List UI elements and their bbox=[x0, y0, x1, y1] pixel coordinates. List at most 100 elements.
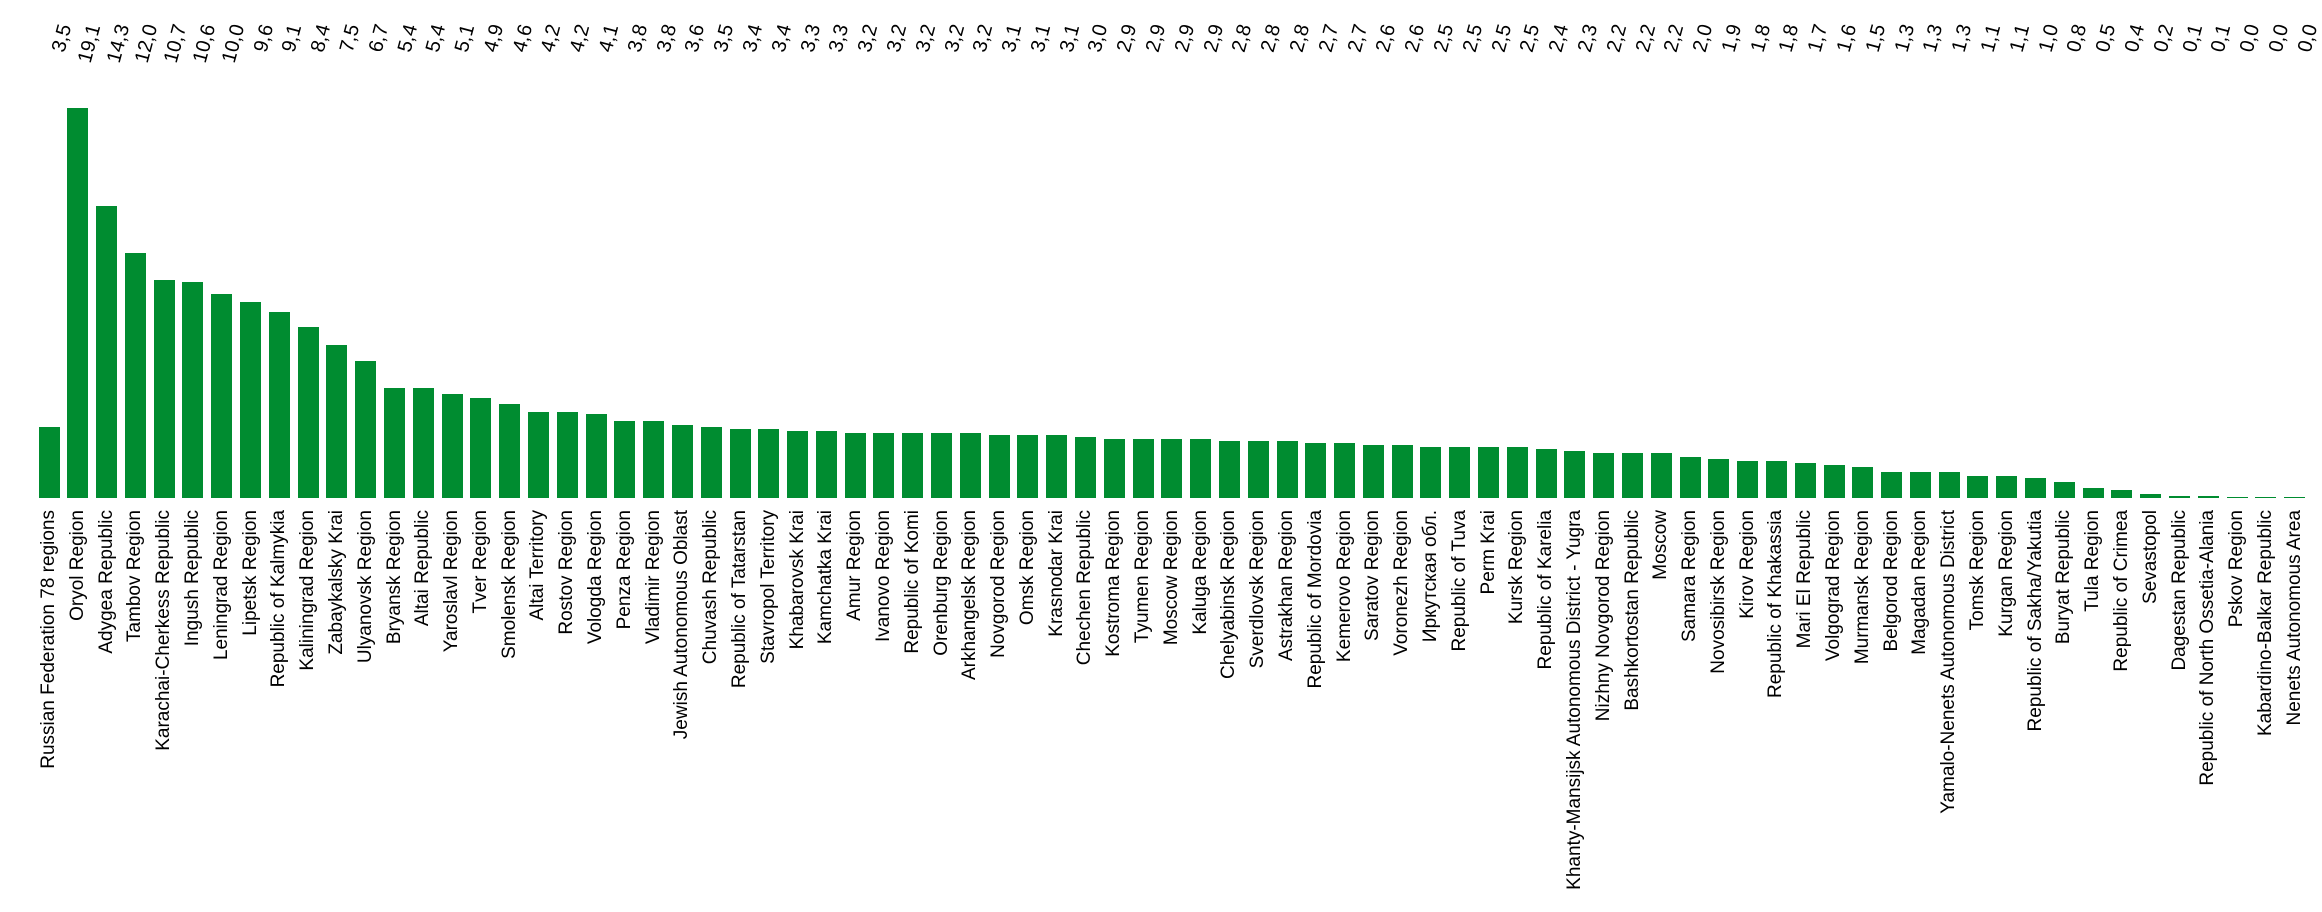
bar bbox=[1967, 475, 1989, 498]
x-axis-category-label: Republic of Mordovia bbox=[1304, 510, 1326, 689]
bar bbox=[758, 428, 780, 498]
x-axis-category-label: Magadan Region bbox=[1909, 510, 1931, 655]
x-axis-category-label: Bashkortostan Republic bbox=[1621, 510, 1643, 711]
bar bbox=[873, 432, 895, 498]
x-axis-category-label: Khabarovsk Krai bbox=[786, 510, 808, 650]
bar bbox=[2111, 489, 2133, 498]
x-axis-category-label: Leningrad Region bbox=[210, 510, 232, 661]
x-axis-category-label: Kursk Region bbox=[1506, 510, 1528, 625]
bar bbox=[1046, 434, 1068, 498]
x-axis-category-label: Ulyanovsk Region bbox=[354, 510, 376, 664]
bar bbox=[671, 424, 693, 498]
x-axis-category-label: Nenets Autonomous Area bbox=[2283, 510, 2305, 726]
x-axis-category-label: Republic of Khakassia bbox=[1765, 510, 1787, 698]
bar bbox=[182, 281, 204, 498]
x-axis-category-label: Astrakhan Region bbox=[1276, 510, 1297, 662]
bar bbox=[1909, 471, 1931, 498]
bar bbox=[1218, 440, 1240, 498]
bar bbox=[2082, 487, 2104, 498]
bar bbox=[384, 387, 405, 498]
bar bbox=[2025, 477, 2046, 498]
x-axis-category-label: Kaluga Region bbox=[1189, 510, 1211, 635]
bar bbox=[1708, 459, 1730, 498]
bar bbox=[67, 108, 89, 498]
x-axis-category-label: Penza Region bbox=[613, 510, 635, 630]
bar bbox=[1765, 461, 1787, 498]
x-axis-category-label: Belgorod Region bbox=[1880, 510, 1902, 652]
x-axis-category-label: Kabardino-Balkar Republic bbox=[2254, 510, 2276, 737]
bar bbox=[2053, 481, 2075, 498]
x-axis-category-label: Karachai-Cherkess Republic bbox=[153, 510, 175, 751]
bar bbox=[268, 312, 290, 498]
bar bbox=[1938, 471, 1960, 498]
bar bbox=[585, 414, 607, 498]
bar bbox=[2226, 496, 2248, 498]
x-axis-category-label: Khanty-Mansijsk Autonomous District - Yu… bbox=[1563, 510, 1585, 890]
x-axis-category-label: Ivanovo Region bbox=[872, 510, 894, 643]
bar bbox=[556, 412, 578, 498]
x-axis-category-label: Zabaykalsky Krai bbox=[325, 510, 347, 655]
bar bbox=[700, 426, 722, 498]
bar bbox=[1852, 467, 1874, 498]
x-axis-category-label: Volgograd Region bbox=[1823, 510, 1844, 662]
bar bbox=[1679, 457, 1701, 498]
bar bbox=[1190, 438, 1212, 498]
bar bbox=[1535, 449, 1557, 498]
bar bbox=[844, 432, 866, 498]
x-axis-category-label: Smolensk Region bbox=[498, 510, 520, 659]
x-axis-category-label: Mari El Republic bbox=[1794, 510, 1816, 649]
bar bbox=[2169, 496, 2190, 498]
x-axis-category-label: Kurgan Region bbox=[1995, 510, 2017, 637]
bar bbox=[614, 420, 636, 498]
x-axis-category-label: Chuvash Republic bbox=[700, 510, 722, 665]
x-axis-category-label: Republic of Tatarstan bbox=[729, 510, 750, 689]
bar bbox=[211, 294, 233, 498]
x-axis-category-label: Republic of Karelia bbox=[1535, 510, 1557, 670]
bar bbox=[326, 345, 348, 498]
bar bbox=[2255, 496, 2277, 498]
bar bbox=[1161, 438, 1183, 498]
bar bbox=[2284, 496, 2306, 498]
bar bbox=[1478, 447, 1499, 498]
bar bbox=[1420, 447, 1442, 498]
bar bbox=[96, 206, 118, 498]
bar bbox=[38, 426, 60, 498]
x-axis-category-label: Republic of Sakha/Yakutia bbox=[2024, 510, 2046, 732]
x-axis-category-label: Ingush Republic bbox=[181, 510, 203, 647]
bar bbox=[1132, 438, 1154, 498]
bar bbox=[902, 432, 924, 498]
bar bbox=[959, 432, 981, 498]
bar bbox=[1074, 436, 1096, 498]
x-axis-category-label: Rostov Region bbox=[556, 510, 578, 635]
x-axis-category-label: Russian Federation 78 regions bbox=[38, 510, 59, 769]
x-axis-category-label: Republic of Crimea bbox=[2110, 510, 2132, 672]
x-axis-category-label: Moscow bbox=[1650, 510, 1672, 580]
bar bbox=[1737, 461, 1759, 498]
x-axis-category-label: Иркутская обл. bbox=[1419, 510, 1441, 643]
x-axis-category-label: Lipetsk Region bbox=[239, 510, 261, 636]
x-axis-category-label: Adygea Republic bbox=[95, 510, 117, 654]
x-axis-category-label: Pskov Region bbox=[2226, 510, 2247, 628]
x-axis-category-label: Vladimir Region bbox=[642, 510, 664, 645]
x-axis-category-label: Bryansk Region bbox=[383, 510, 405, 645]
x-axis-category-label: Oryol Region bbox=[66, 510, 88, 621]
bar bbox=[787, 430, 808, 498]
bar bbox=[441, 394, 463, 498]
bar bbox=[412, 387, 434, 498]
x-axis-category-label: Omsk Region bbox=[1016, 510, 1038, 626]
x-axis-category-label: Dagestan Republic bbox=[2168, 510, 2190, 671]
x-axis-category-label: Buryat Republic bbox=[2053, 510, 2075, 645]
x-axis-category-label: Kamchatka Krai bbox=[815, 510, 837, 645]
x-axis-category-label: Tyumen Region bbox=[1132, 510, 1153, 644]
bar bbox=[1823, 465, 1845, 498]
bar bbox=[1334, 442, 1355, 498]
bar bbox=[1506, 447, 1528, 498]
x-axis-category-label: Altai Territory bbox=[527, 510, 549, 621]
x-axis-category-label: Samara Region bbox=[1679, 510, 1700, 643]
x-axis-category-label: Nizhny Novgorod Region bbox=[1592, 510, 1614, 722]
bar bbox=[1449, 447, 1471, 498]
x-axis-category-label: Stavropol Territory bbox=[757, 510, 779, 664]
bar bbox=[1103, 438, 1125, 498]
bar bbox=[1650, 453, 1672, 498]
x-axis-category-label: Arkhangelsk Region bbox=[959, 510, 981, 681]
